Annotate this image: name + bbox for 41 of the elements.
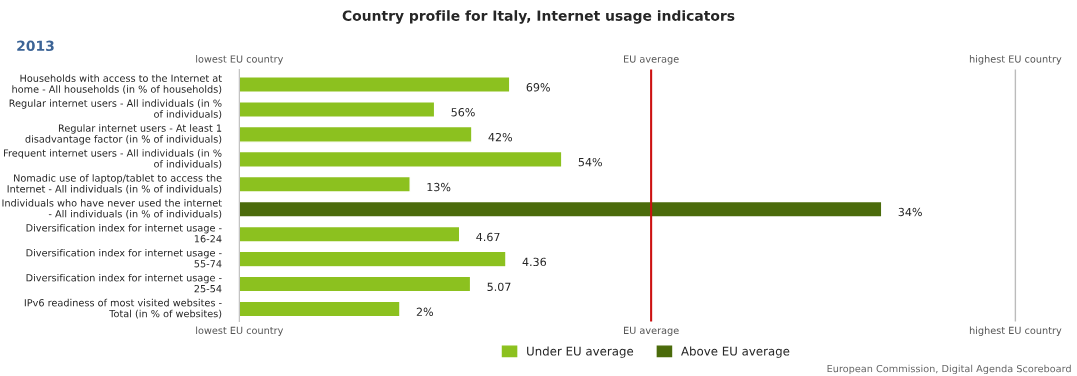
y-tick-label: Households with access to the Internet at home - All households (in % of households): [12, 74, 222, 94]
text: 42%: [488, 132, 513, 142]
chart-title: Country profile for Italy, Internet usage indicators: [342, 10, 735, 24]
text: 69%: [526, 83, 550, 92]
text: 5.07: [487, 282, 511, 292]
y-tick-label: Individuals who have never used the internet - All individuals (in % of individuals): [2, 199, 222, 219]
y-tick-label: Diversification index for internet usage - 16-24: [26, 224, 222, 243]
text: 13%: [427, 182, 451, 192]
text: European Commission, Digital Agenda Scoreboard: [827, 364, 1071, 375]
bar: [238, 175, 411, 193]
y-tick-label: Frequent internet users - All individuals (in % of individuals): [4, 149, 222, 169]
text: 2%: [416, 307, 433, 316]
text: lowest EU country: [196, 326, 284, 336]
text: 56%: [451, 108, 475, 117]
text: EU average: [624, 326, 679, 336]
text: 4.36: [522, 257, 547, 267]
y-tick-label: Diversification index for internet usage - 55-74: [26, 248, 222, 268]
legend-label: Under EU average: [527, 346, 634, 358]
bar: [238, 150, 563, 168]
text: 4.67: [476, 232, 500, 242]
text: lowest EU country: [196, 55, 284, 65]
bar: [238, 125, 473, 143]
bar: [238, 101, 436, 118]
bar: [238, 76, 511, 93]
text: 2013: [17, 40, 54, 52]
y-tick-label: Diversification index for internet usage - 25-54: [26, 273, 222, 293]
bar: [238, 300, 401, 318]
bar: [238, 225, 461, 243]
y-tick-label: Nomadic use of laptop/tablet to access the Internet - All individuals (in % of individuals): [7, 174, 222, 194]
y-tick-label: Regular internet users - All individuals (in % of individuals): [9, 99, 222, 119]
ref-line-label: EU average: [624, 55, 679, 65]
text: highest EU country: [969, 326, 1062, 336]
legend-label: Above EU average: [681, 346, 790, 358]
bar: [238, 200, 883, 218]
bar: [238, 250, 507, 268]
bar: [238, 275, 472, 293]
text: 34%: [898, 207, 922, 217]
ref-line-label: highest EU country: [969, 55, 1062, 65]
text: 54%: [578, 157, 602, 167]
y-tick-label: Regular internet users - At least 1 disadvantage factor (in % of individuals): [25, 124, 222, 145]
y-tick-label: IPv6 readiness of most visited websites - Total (in % of websites): [24, 298, 222, 319]
